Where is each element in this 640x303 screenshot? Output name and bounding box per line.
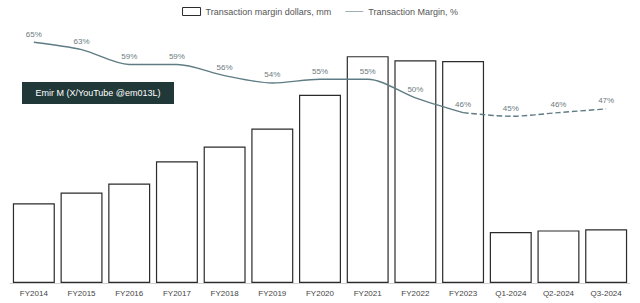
svg-text:FY2016: FY2016 — [115, 289, 144, 298]
svg-text:Q1-2024: Q1-2024 — [495, 289, 527, 298]
svg-text:63%: 63% — [74, 37, 90, 46]
svg-text:50%: 50% — [407, 85, 423, 94]
svg-text:46%: 46% — [550, 100, 566, 109]
svg-text:FY2021: FY2021 — [354, 289, 383, 298]
svg-text:65%: 65% — [26, 30, 42, 39]
svg-text:FY2022: FY2022 — [401, 289, 430, 298]
svg-text:Emir M (X/YouTube @em013L): Emir M (X/YouTube @em013L) — [35, 88, 160, 98]
svg-text:FY2014: FY2014 — [20, 289, 49, 298]
svg-text:59%: 59% — [169, 52, 185, 61]
svg-text:FY2018: FY2018 — [211, 289, 240, 298]
svg-text:55%: 55% — [312, 67, 328, 76]
svg-text:FY2019: FY2019 — [258, 289, 287, 298]
svg-text:Q2-2024: Q2-2024 — [543, 289, 575, 298]
svg-text:56%: 56% — [217, 63, 233, 72]
svg-text:47%: 47% — [598, 96, 614, 105]
svg-text:Transaction margin dollars, mm: Transaction margin dollars, mm — [206, 7, 332, 17]
svg-text:55%: 55% — [360, 67, 376, 76]
svg-text:45%: 45% — [503, 104, 519, 113]
svg-text:FY2023: FY2023 — [449, 289, 478, 298]
svg-text:46%: 46% — [455, 100, 471, 109]
svg-text:Q3-2024: Q3-2024 — [591, 289, 623, 298]
svg-text:FY2015: FY2015 — [68, 289, 97, 298]
svg-text:FY2020: FY2020 — [306, 289, 335, 298]
svg-text:54%: 54% — [264, 70, 280, 79]
svg-text:59%: 59% — [121, 52, 137, 61]
svg-text:FY2017: FY2017 — [163, 289, 192, 298]
svg-text:Transaction Margin, %: Transaction Margin, % — [368, 7, 458, 17]
